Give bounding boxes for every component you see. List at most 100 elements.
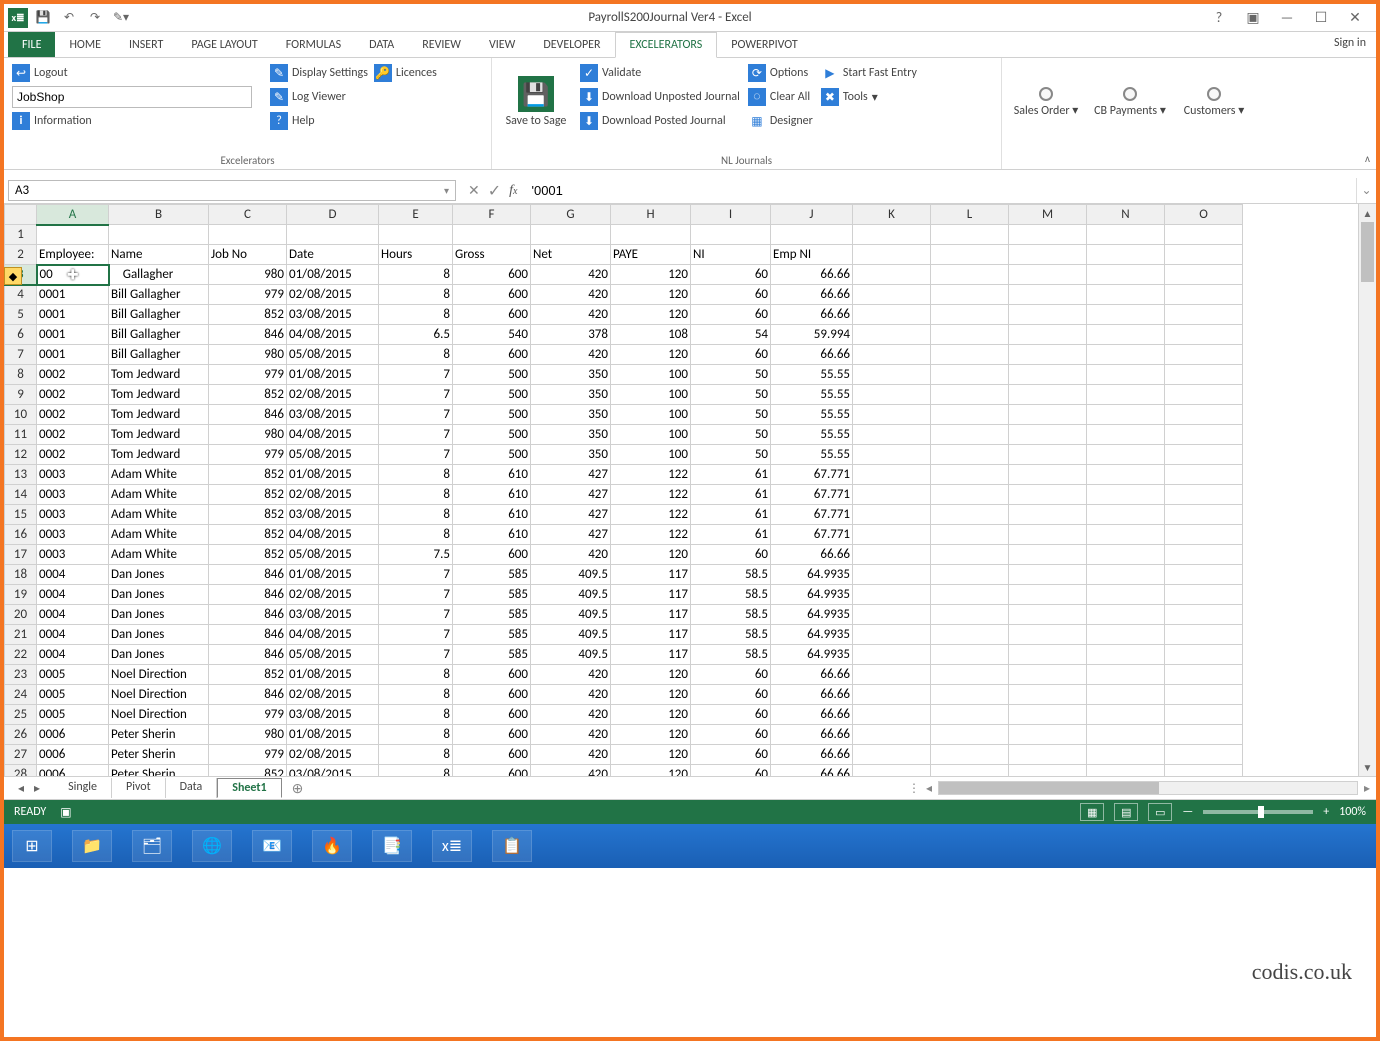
cell[interactable]: 61 (691, 525, 771, 545)
cell[interactable]: 8 (379, 485, 453, 505)
cell[interactable]: 0002 (37, 365, 109, 385)
select-all-cell[interactable] (5, 205, 37, 225)
col-header[interactable]: K (853, 205, 931, 225)
cell[interactable]: 01/08/2015 (287, 725, 379, 745)
page-break-view-icon[interactable]: ▭ (1148, 803, 1172, 821)
cell[interactable]: Tom Jedward (109, 385, 209, 405)
cell[interactable]: 64.9935 (771, 645, 853, 665)
cell[interactable]: 120 (611, 265, 691, 285)
cell[interactable]: Noel Direction (109, 665, 209, 685)
validate-button[interactable]: ✓Validate (580, 62, 740, 84)
cell[interactable]: 60 (691, 685, 771, 705)
cell[interactable]: 600 (453, 765, 531, 777)
cell[interactable] (1165, 225, 1243, 245)
cell[interactable]: 122 (611, 485, 691, 505)
cell[interactable]: 8 (379, 305, 453, 325)
cell[interactable]: 02/08/2015 (287, 385, 379, 405)
cell[interactable]: Adam White (109, 525, 209, 545)
cell[interactable]: 350 (531, 385, 611, 405)
cell[interactable]: 540 (453, 325, 531, 345)
cell[interactable]: 05/08/2015 (287, 345, 379, 365)
cell[interactable]: 60 (691, 745, 771, 765)
ribbon-tab-file[interactable]: FILE (8, 32, 55, 57)
undo-icon[interactable]: ↶ (58, 7, 80, 29)
cell[interactable]: 122 (611, 525, 691, 545)
cell[interactable]: 0002 (37, 405, 109, 425)
cell[interactable] (1165, 645, 1243, 665)
cell[interactable]: 979 (209, 445, 287, 465)
col-header[interactable]: I (691, 205, 771, 225)
taskbar-item[interactable]: 📋 (492, 830, 532, 862)
cell[interactable] (1009, 305, 1087, 325)
row-header[interactable]: 16 (5, 525, 37, 545)
row-header[interactable]: 25 (5, 705, 37, 725)
licences-button[interactable]: 🔑Licences (374, 62, 437, 84)
cell[interactable]: Bill Gallagher (109, 345, 209, 365)
row-header[interactable]: 18 (5, 565, 37, 585)
cell[interactable]: 55.55 (771, 365, 853, 385)
cell[interactable]: 0004 (37, 565, 109, 585)
cell[interactable]: 7.5 (379, 545, 453, 565)
tools-button[interactable]: ✖Tools ▾ (821, 86, 917, 108)
cell[interactable]: Dan Jones (109, 605, 209, 625)
cell[interactable] (1087, 665, 1165, 685)
cell[interactable] (1009, 425, 1087, 445)
cell[interactable] (1165, 345, 1243, 365)
cell[interactable]: 67.771 (771, 485, 853, 505)
cell[interactable]: 01/08/2015 (287, 365, 379, 385)
cell[interactable]: 600 (453, 725, 531, 745)
cell[interactable] (1087, 285, 1165, 305)
row-header[interactable]: 19 (5, 585, 37, 605)
cell[interactable]: 852 (209, 505, 287, 525)
cell[interactable]: 117 (611, 605, 691, 625)
cell[interactable] (853, 745, 931, 765)
cell[interactable] (1165, 425, 1243, 445)
cell[interactable]: 64.9935 (771, 625, 853, 645)
cell[interactable] (853, 585, 931, 605)
cell[interactable]: 66.66 (771, 765, 853, 777)
ribbon-tab-review[interactable]: REVIEW (408, 32, 475, 57)
cell[interactable]: 427 (531, 465, 611, 485)
cell[interactable]: 60 (691, 665, 771, 685)
cell[interactable]: 02/08/2015 (287, 485, 379, 505)
col-header[interactable]: D (287, 205, 379, 225)
ribbon-tab-view[interactable]: VIEW (475, 32, 529, 57)
cell[interactable] (1165, 665, 1243, 685)
sheet-tab-single[interactable]: Single (54, 778, 112, 798)
cell[interactable] (931, 465, 1009, 485)
cell[interactable]: 55.55 (771, 445, 853, 465)
cell[interactable]: 980 (209, 265, 287, 285)
cell[interactable]: Employee: (37, 245, 109, 265)
sheet-tab-sheet1[interactable]: Sheet1 (217, 778, 281, 798)
row-header[interactable]: 17 (5, 545, 37, 565)
cell[interactable]: 108 (611, 325, 691, 345)
cell[interactable]: 120 (611, 765, 691, 777)
cell[interactable] (287, 225, 379, 245)
cell[interactable] (1087, 445, 1165, 465)
cell[interactable] (931, 405, 1009, 425)
cell[interactable]: 60 (691, 285, 771, 305)
vertical-scrollbar[interactable]: ▲ ▼ (1358, 204, 1376, 776)
row-header[interactable]: 7 (5, 345, 37, 365)
cell[interactable]: 420 (531, 685, 611, 705)
cell[interactable] (931, 765, 1009, 777)
cell[interactable] (691, 225, 771, 245)
cell[interactable]: 0005 (37, 705, 109, 725)
cell[interactable]: 427 (531, 525, 611, 545)
cell[interactable]: Noel Direction (109, 685, 209, 705)
cell[interactable]: 64.9935 (771, 605, 853, 625)
cell[interactable]: Peter Sherin (109, 745, 209, 765)
cell[interactable]: 0004 (37, 625, 109, 645)
row-header[interactable]: 15 (5, 505, 37, 525)
row-header[interactable]: 11 (5, 425, 37, 445)
cell[interactable]: 6.5 (379, 325, 453, 345)
cell[interactable]: 846 (209, 645, 287, 665)
cell[interactable]: 8 (379, 345, 453, 365)
hscroll-thumb[interactable] (939, 782, 1159, 794)
col-header[interactable]: B (109, 205, 209, 225)
cell[interactable] (931, 525, 1009, 545)
cell[interactable]: Adam White (109, 545, 209, 565)
cell[interactable] (1165, 525, 1243, 545)
cell[interactable]: 7 (379, 625, 453, 645)
cell[interactable]: 66.66 (771, 545, 853, 565)
